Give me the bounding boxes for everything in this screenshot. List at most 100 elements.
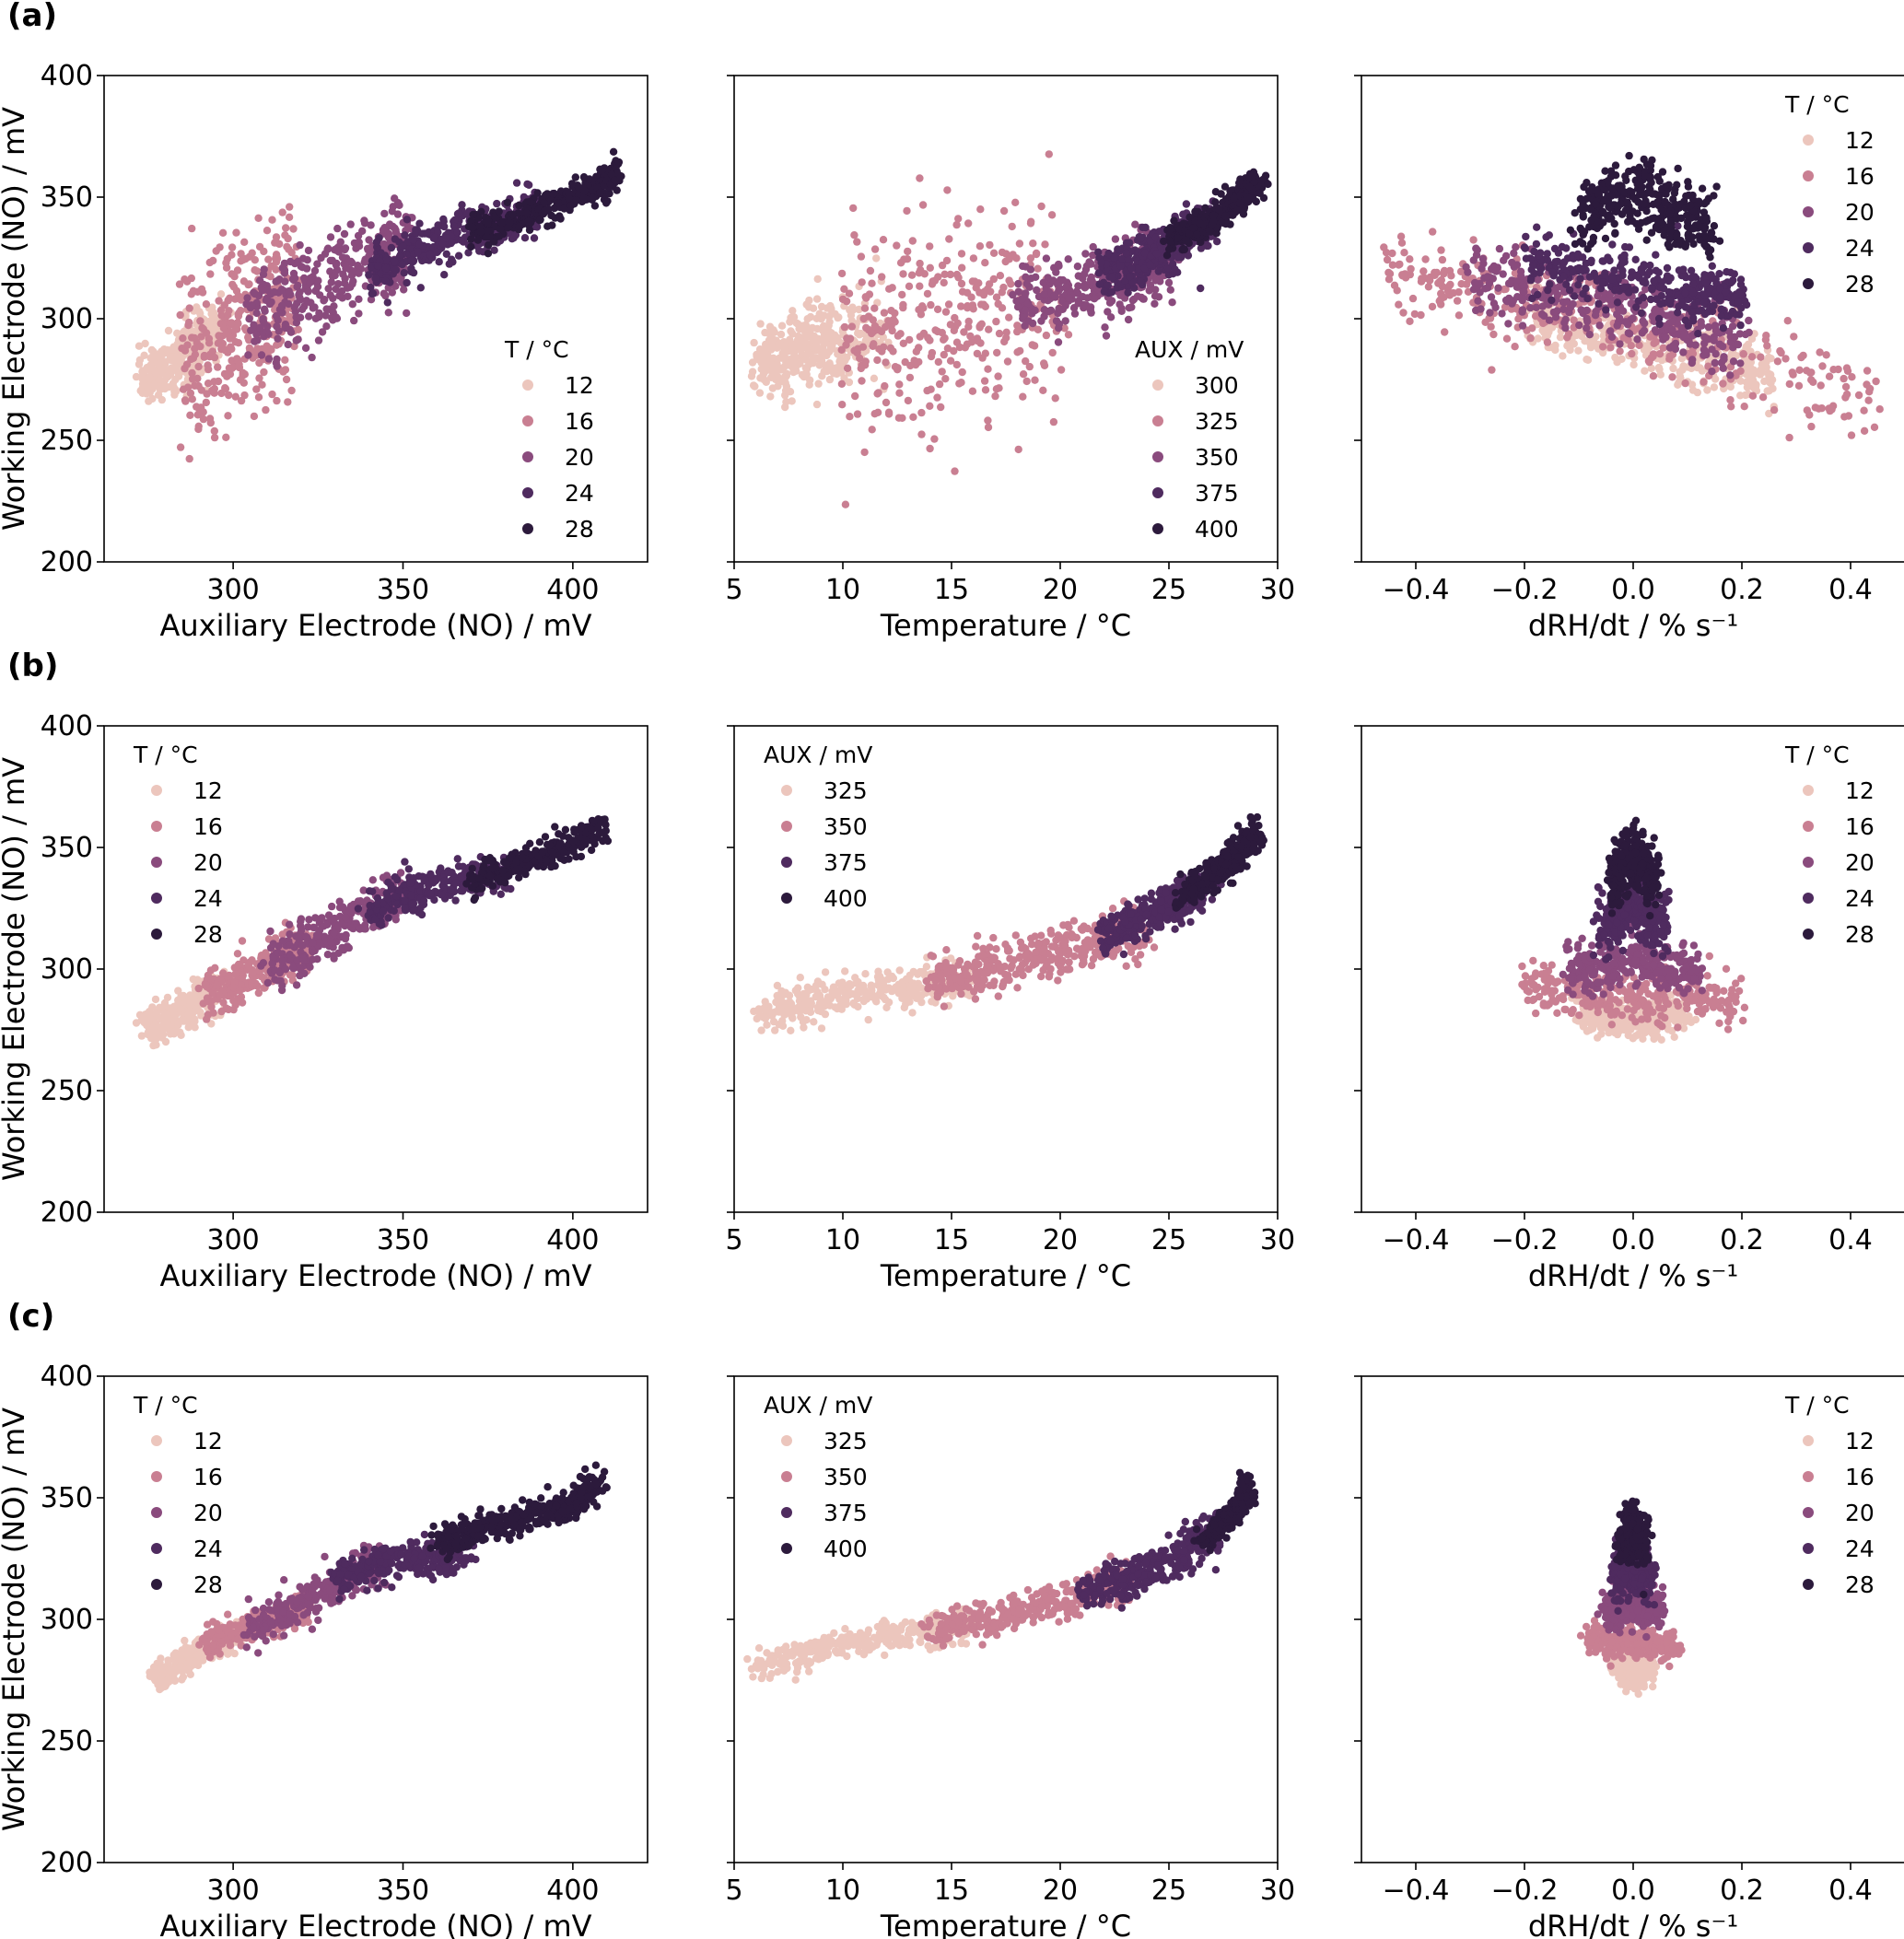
data-point xyxy=(1191,207,1199,216)
data-point xyxy=(1151,299,1159,308)
data-point xyxy=(231,392,239,401)
data-point xyxy=(258,380,266,389)
data-point xyxy=(525,181,533,189)
data-point xyxy=(996,272,1005,280)
data-point xyxy=(1400,249,1408,257)
data-point xyxy=(795,321,804,330)
data-point xyxy=(331,271,339,280)
data-point xyxy=(1650,276,1658,286)
data-point xyxy=(1663,263,1672,273)
data-point xyxy=(895,389,904,397)
data-point xyxy=(773,344,781,352)
data-point xyxy=(1508,299,1516,308)
data-point xyxy=(940,270,949,278)
data-point xyxy=(540,199,548,207)
data-point xyxy=(1613,358,1621,367)
data-point xyxy=(1797,353,1805,362)
data-point xyxy=(1704,322,1713,332)
data-point xyxy=(1040,290,1049,298)
data-point xyxy=(134,342,144,350)
data-point xyxy=(894,332,903,340)
data-point xyxy=(1508,258,1516,267)
data-point xyxy=(1598,343,1607,351)
data-point xyxy=(1107,287,1116,297)
data-point xyxy=(1019,262,1027,271)
data-point xyxy=(464,249,473,257)
data-point xyxy=(1595,321,1604,330)
data-point xyxy=(202,398,210,407)
data-point xyxy=(1616,347,1624,356)
data-point xyxy=(442,234,450,242)
data-point xyxy=(304,246,313,255)
data-point xyxy=(272,358,280,368)
data-point xyxy=(181,397,190,405)
data-point xyxy=(322,305,331,313)
data-point xyxy=(1185,229,1194,238)
data-point xyxy=(1061,301,1069,310)
data-point xyxy=(244,280,252,289)
data-point xyxy=(952,360,962,369)
data-point xyxy=(1104,249,1113,258)
data-point xyxy=(994,372,1002,380)
data-point xyxy=(823,326,832,334)
data-point xyxy=(264,255,273,263)
data-point xyxy=(1494,284,1502,292)
data-point xyxy=(1767,355,1775,363)
data-point xyxy=(898,414,906,422)
data-point xyxy=(1016,346,1024,356)
data-point xyxy=(823,304,832,312)
data-point xyxy=(1393,286,1401,295)
data-point xyxy=(1145,286,1153,295)
data-point xyxy=(579,173,589,181)
data-point xyxy=(923,289,932,298)
data-point xyxy=(891,309,899,318)
data-point xyxy=(1057,366,1066,374)
data-point xyxy=(1757,353,1765,361)
data-point xyxy=(309,304,317,312)
data-point xyxy=(1583,306,1591,315)
data-point xyxy=(1051,293,1059,301)
data-point xyxy=(1848,373,1856,381)
data-point xyxy=(1014,445,1022,454)
data-point xyxy=(905,373,915,382)
data-point xyxy=(1562,280,1571,288)
data-point xyxy=(1180,245,1189,254)
data-point xyxy=(341,244,350,252)
data-point xyxy=(762,378,770,386)
data-point xyxy=(1840,374,1848,383)
data-point xyxy=(1022,356,1030,366)
data-point xyxy=(196,342,204,351)
data-point xyxy=(1495,244,1504,253)
data-point xyxy=(368,289,376,298)
data-point xyxy=(1665,287,1674,297)
data-point xyxy=(442,250,450,258)
data-point xyxy=(1747,353,1757,361)
data-point xyxy=(355,310,363,318)
data-point xyxy=(372,238,380,247)
data-point xyxy=(1700,351,1708,359)
data-point xyxy=(260,368,268,377)
data-point xyxy=(1127,264,1136,273)
data-point xyxy=(805,296,813,305)
data-point xyxy=(250,288,258,297)
data-point xyxy=(272,277,280,286)
data-point xyxy=(1089,242,1097,251)
data-point xyxy=(176,310,184,320)
data-point xyxy=(536,216,544,224)
data-point xyxy=(1438,255,1447,264)
data-point xyxy=(1652,251,1660,259)
data-point xyxy=(1522,254,1531,263)
data-point xyxy=(318,328,327,336)
data-point xyxy=(864,312,873,321)
data-point xyxy=(1598,278,1606,286)
data-point xyxy=(981,386,990,394)
data-point xyxy=(868,279,876,287)
data-point xyxy=(1421,255,1430,263)
data-point xyxy=(1669,364,1677,373)
data-point xyxy=(1676,374,1685,383)
data-point xyxy=(208,303,216,311)
data-point xyxy=(1736,377,1745,385)
data-point xyxy=(254,393,263,402)
data-point xyxy=(1730,270,1739,278)
